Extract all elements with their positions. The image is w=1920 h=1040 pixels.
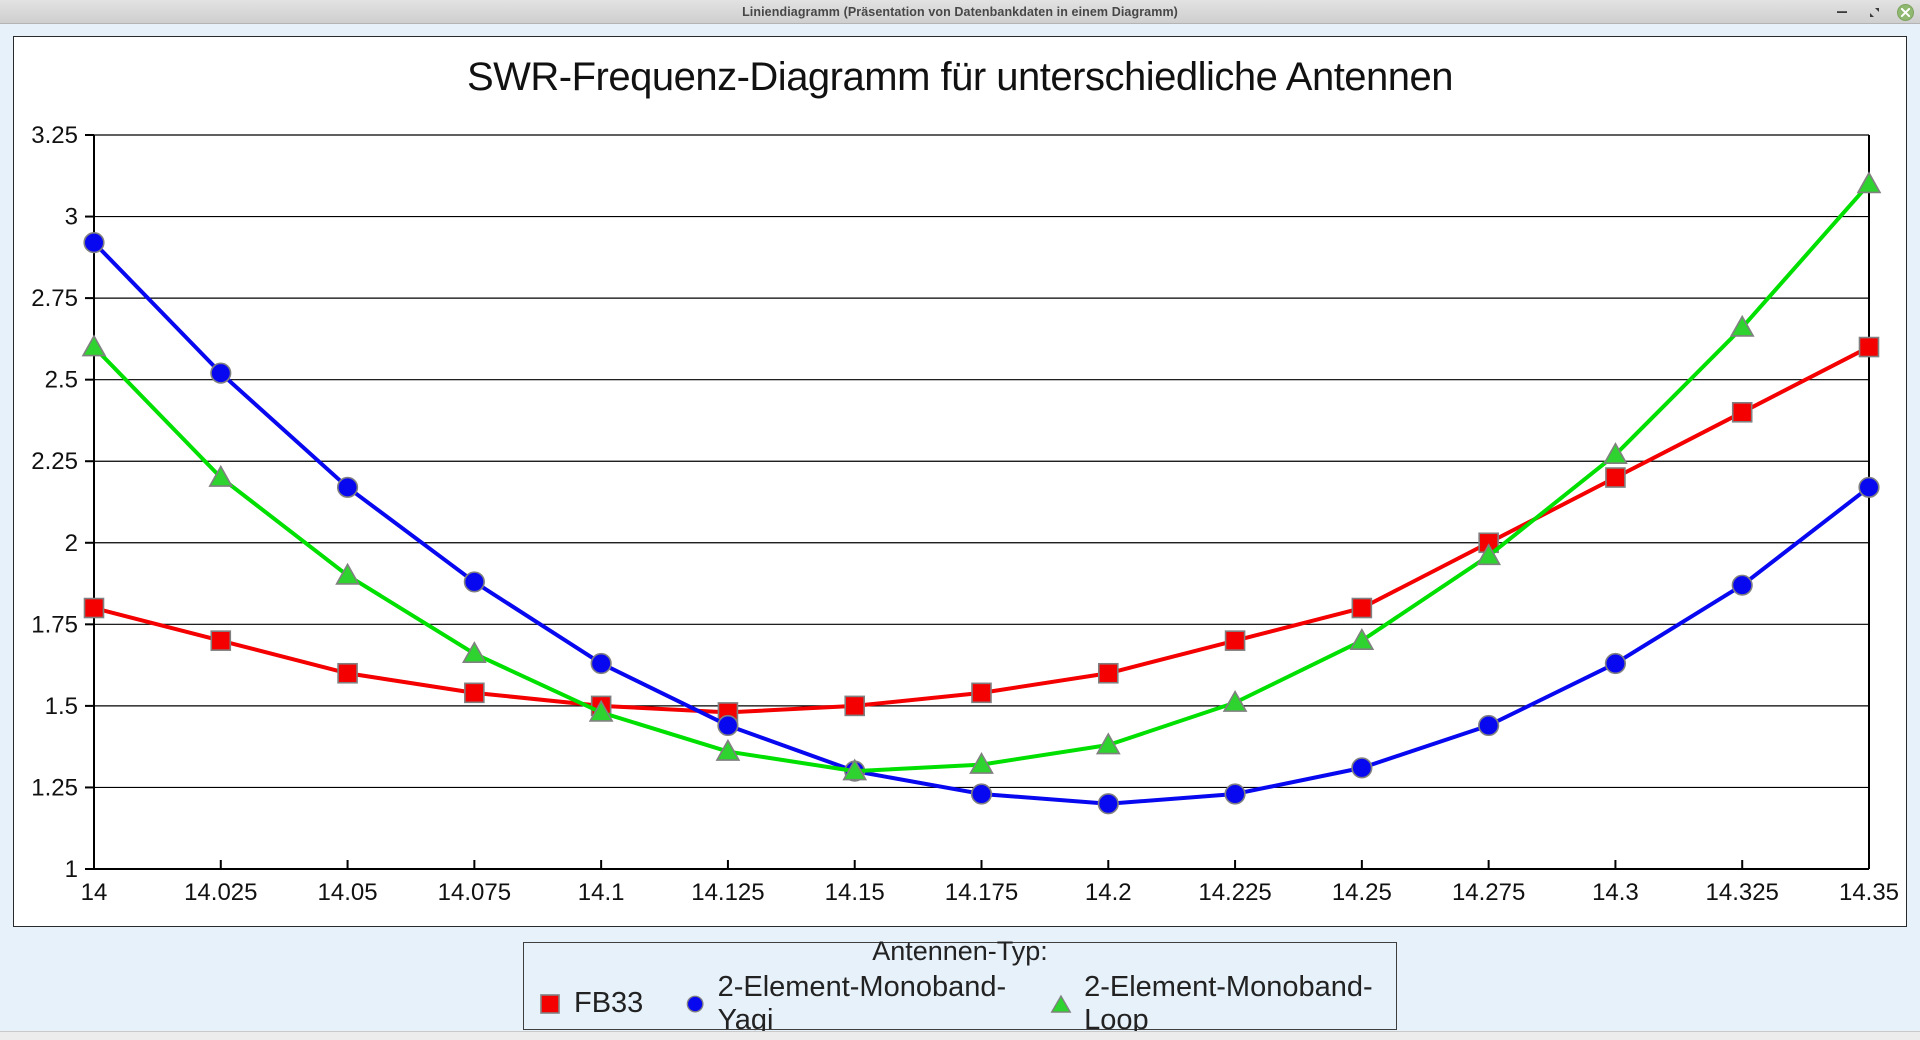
data-point-circle: [83, 232, 105, 254]
data-point-circle: [1097, 793, 1119, 815]
swr-line-chart: 1 1.25 1.5 1.75 2 2.25 2.5 2.75 3 3.25 14 14.025 14.…: [31, 122, 1899, 906]
window-titlebar: Liniendiagramm (Präsentation von Datenba…: [0, 0, 1920, 24]
data-point-triangle: [588, 699, 614, 722]
y-tick-label: 2: [65, 530, 78, 557]
legend-item-loop: 2-Element-Monoband-Loop: [1050, 971, 1382, 1037]
series-line-square: [93, 345, 1870, 715]
data-point-circle: [210, 362, 232, 384]
x-tick-label: 14.275: [1452, 879, 1525, 906]
y-tick-label: 1: [65, 856, 78, 883]
data-point-square: [844, 695, 866, 717]
document-page: SWR-Frequenz-Diagramm für unterschiedlic…: [0, 24, 1920, 1040]
window-title: Liniendiagramm (Präsentation von Datenba…: [742, 4, 1178, 19]
chart-title: SWR-Frequenz-Diagramm für unterschiedlic…: [466, 55, 1454, 99]
chart-legend: Antennen-Typ: FB33 2-Element-Monoband-Ya…: [523, 936, 1397, 1036]
data-point-circle: [463, 571, 485, 593]
x-tick-label: 14.2: [1085, 879, 1132, 906]
legend-marker-triangle-icon: [1050, 994, 1072, 1013]
data-point-circle: [1351, 757, 1373, 779]
data-point-circle: [1858, 476, 1880, 498]
data-point-square: [1605, 467, 1626, 488]
data-point-triangle: [969, 751, 994, 774]
data-point-triangle: [461, 641, 487, 663]
y-tick-label: 3.25: [31, 122, 78, 149]
data-point-circle: [1604, 652, 1627, 675]
y-tick-label: 2.75: [31, 285, 78, 312]
close-button[interactable]: [1897, 3, 1914, 21]
legend-item-yagi: 2-Element-Monoband-Yagi: [685, 971, 1008, 1037]
data-point-triangle: [1222, 689, 1248, 712]
data-point-circle: [1478, 714, 1500, 737]
data-point-circle: [336, 476, 359, 498]
legend-item-fb33: FB33: [538, 987, 643, 1020]
data-point-square: [1097, 662, 1119, 684]
x-tick-label: 14.025: [184, 879, 257, 906]
data-point-triangle: [715, 738, 741, 761]
x-tick-label: 14.325: [1706, 879, 1779, 906]
data-point-triangle: [1856, 171, 1882, 194]
data-point-square: [210, 630, 232, 651]
data-point-square: [1351, 597, 1373, 619]
data-point-square: [1858, 336, 1880, 358]
maximize-button[interactable]: [1865, 3, 1883, 21]
data-point-square: [337, 662, 358, 684]
minimize-button[interactable]: [1833, 3, 1851, 21]
y-tick-label: 1.75: [31, 611, 78, 638]
data-point-triangle: [1603, 442, 1628, 464]
window-controls: [1833, 0, 1914, 24]
maximize-icon: [1869, 7, 1879, 17]
data-point-circle: [1731, 574, 1753, 596]
window-bottom-border: [0, 1031, 1920, 1040]
series-line-circle: [92, 241, 1871, 806]
y-tick-label: 2.5: [45, 367, 78, 394]
data-point-triangle: [81, 334, 107, 357]
x-tick-label: 14.075: [438, 879, 511, 906]
x-tick-label: 14.1: [578, 879, 625, 906]
chart-canvas: SWR-Frequenz-Diagramm für unterschiedlic…: [13, 36, 1907, 927]
legend-label: 2-Element-Monoband-Yagi: [717, 970, 1007, 1036]
legend-marker-circle-icon: [687, 995, 704, 1012]
legend-title: Antennen-Typ:: [872, 935, 1048, 966]
y-tick-label: 1.5: [45, 693, 78, 720]
x-tick-label: 14.15: [825, 879, 885, 906]
legend-row: FB33 2-Element-Monoband-Yagi 2-Element-M…: [524, 971, 1396, 1037]
x-tick-label: 14: [81, 879, 108, 906]
data-point-triangle: [1095, 732, 1121, 755]
data-point-square: [83, 597, 105, 619]
x-tick-label: 14.175: [945, 879, 1018, 906]
x-tick-label: 14.3: [1592, 879, 1639, 906]
data-point-triangle: [842, 758, 868, 781]
data-point-circle: [717, 714, 739, 737]
data-point-circle: [1224, 783, 1246, 805]
data-point-triangle: [1349, 628, 1375, 650]
legend-marker-square-icon: [540, 993, 560, 1014]
legend-label: FB33: [574, 987, 644, 1019]
x-tick-label: 14.35: [1839, 879, 1899, 906]
data-point-triangle: [1729, 314, 1755, 337]
data-point-square: [971, 682, 992, 704]
close-icon: [1901, 7, 1910, 17]
data-point-triangle: [335, 562, 360, 585]
data-point-square: [1224, 630, 1246, 651]
x-tick-label: 14.05: [318, 879, 378, 906]
y-tick-label: 3: [65, 204, 78, 231]
data-point-square: [464, 682, 485, 704]
data-point-triangle: [208, 464, 234, 487]
y-tick-label: 1.25: [31, 774, 78, 801]
x-tick-label: 14.225: [1198, 879, 1271, 906]
y-tick-label: 2.25: [31, 448, 78, 475]
minimize-icon: [1837, 11, 1847, 13]
x-tick-label: 14.25: [1332, 879, 1392, 906]
data-point-square: [1731, 401, 1753, 423]
data-point-circle: [970, 783, 993, 805]
data-point-circle: [590, 652, 612, 675]
legend-label: 2-Element-Monoband-Loop: [1084, 970, 1373, 1036]
data-point-triangle: [1476, 543, 1502, 566]
x-tick-label: 14.125: [691, 879, 764, 906]
